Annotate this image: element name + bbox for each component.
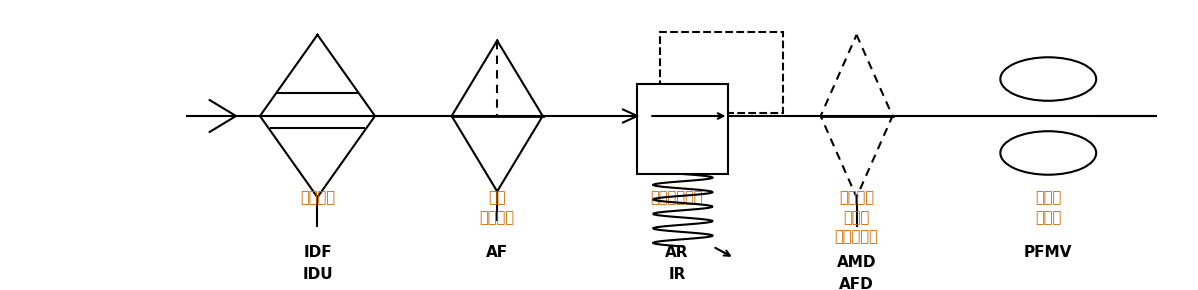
Text: レギュレータ: レギュレータ xyxy=(651,190,703,205)
Bar xyxy=(660,32,783,113)
Text: AF: AF xyxy=(486,245,508,260)
Text: エア
フィルタ: エア フィルタ xyxy=(479,190,515,225)
Ellipse shape xyxy=(1000,57,1096,101)
Ellipse shape xyxy=(1000,131,1096,175)
Text: AMD
AFD: AMD AFD xyxy=(837,255,876,290)
Text: フロー
センサ: フロー センサ xyxy=(1035,190,1061,225)
Text: ドライヤ: ドライヤ xyxy=(300,190,335,205)
Text: PFMV: PFMV xyxy=(1024,245,1072,260)
Polygon shape xyxy=(637,84,728,174)
Text: マイクロ
ミスト
セパレータ: マイクロ ミスト セパレータ xyxy=(835,190,878,244)
Text: AR
IR: AR IR xyxy=(665,245,689,282)
Text: IDF
IDU: IDF IDU xyxy=(302,245,333,282)
